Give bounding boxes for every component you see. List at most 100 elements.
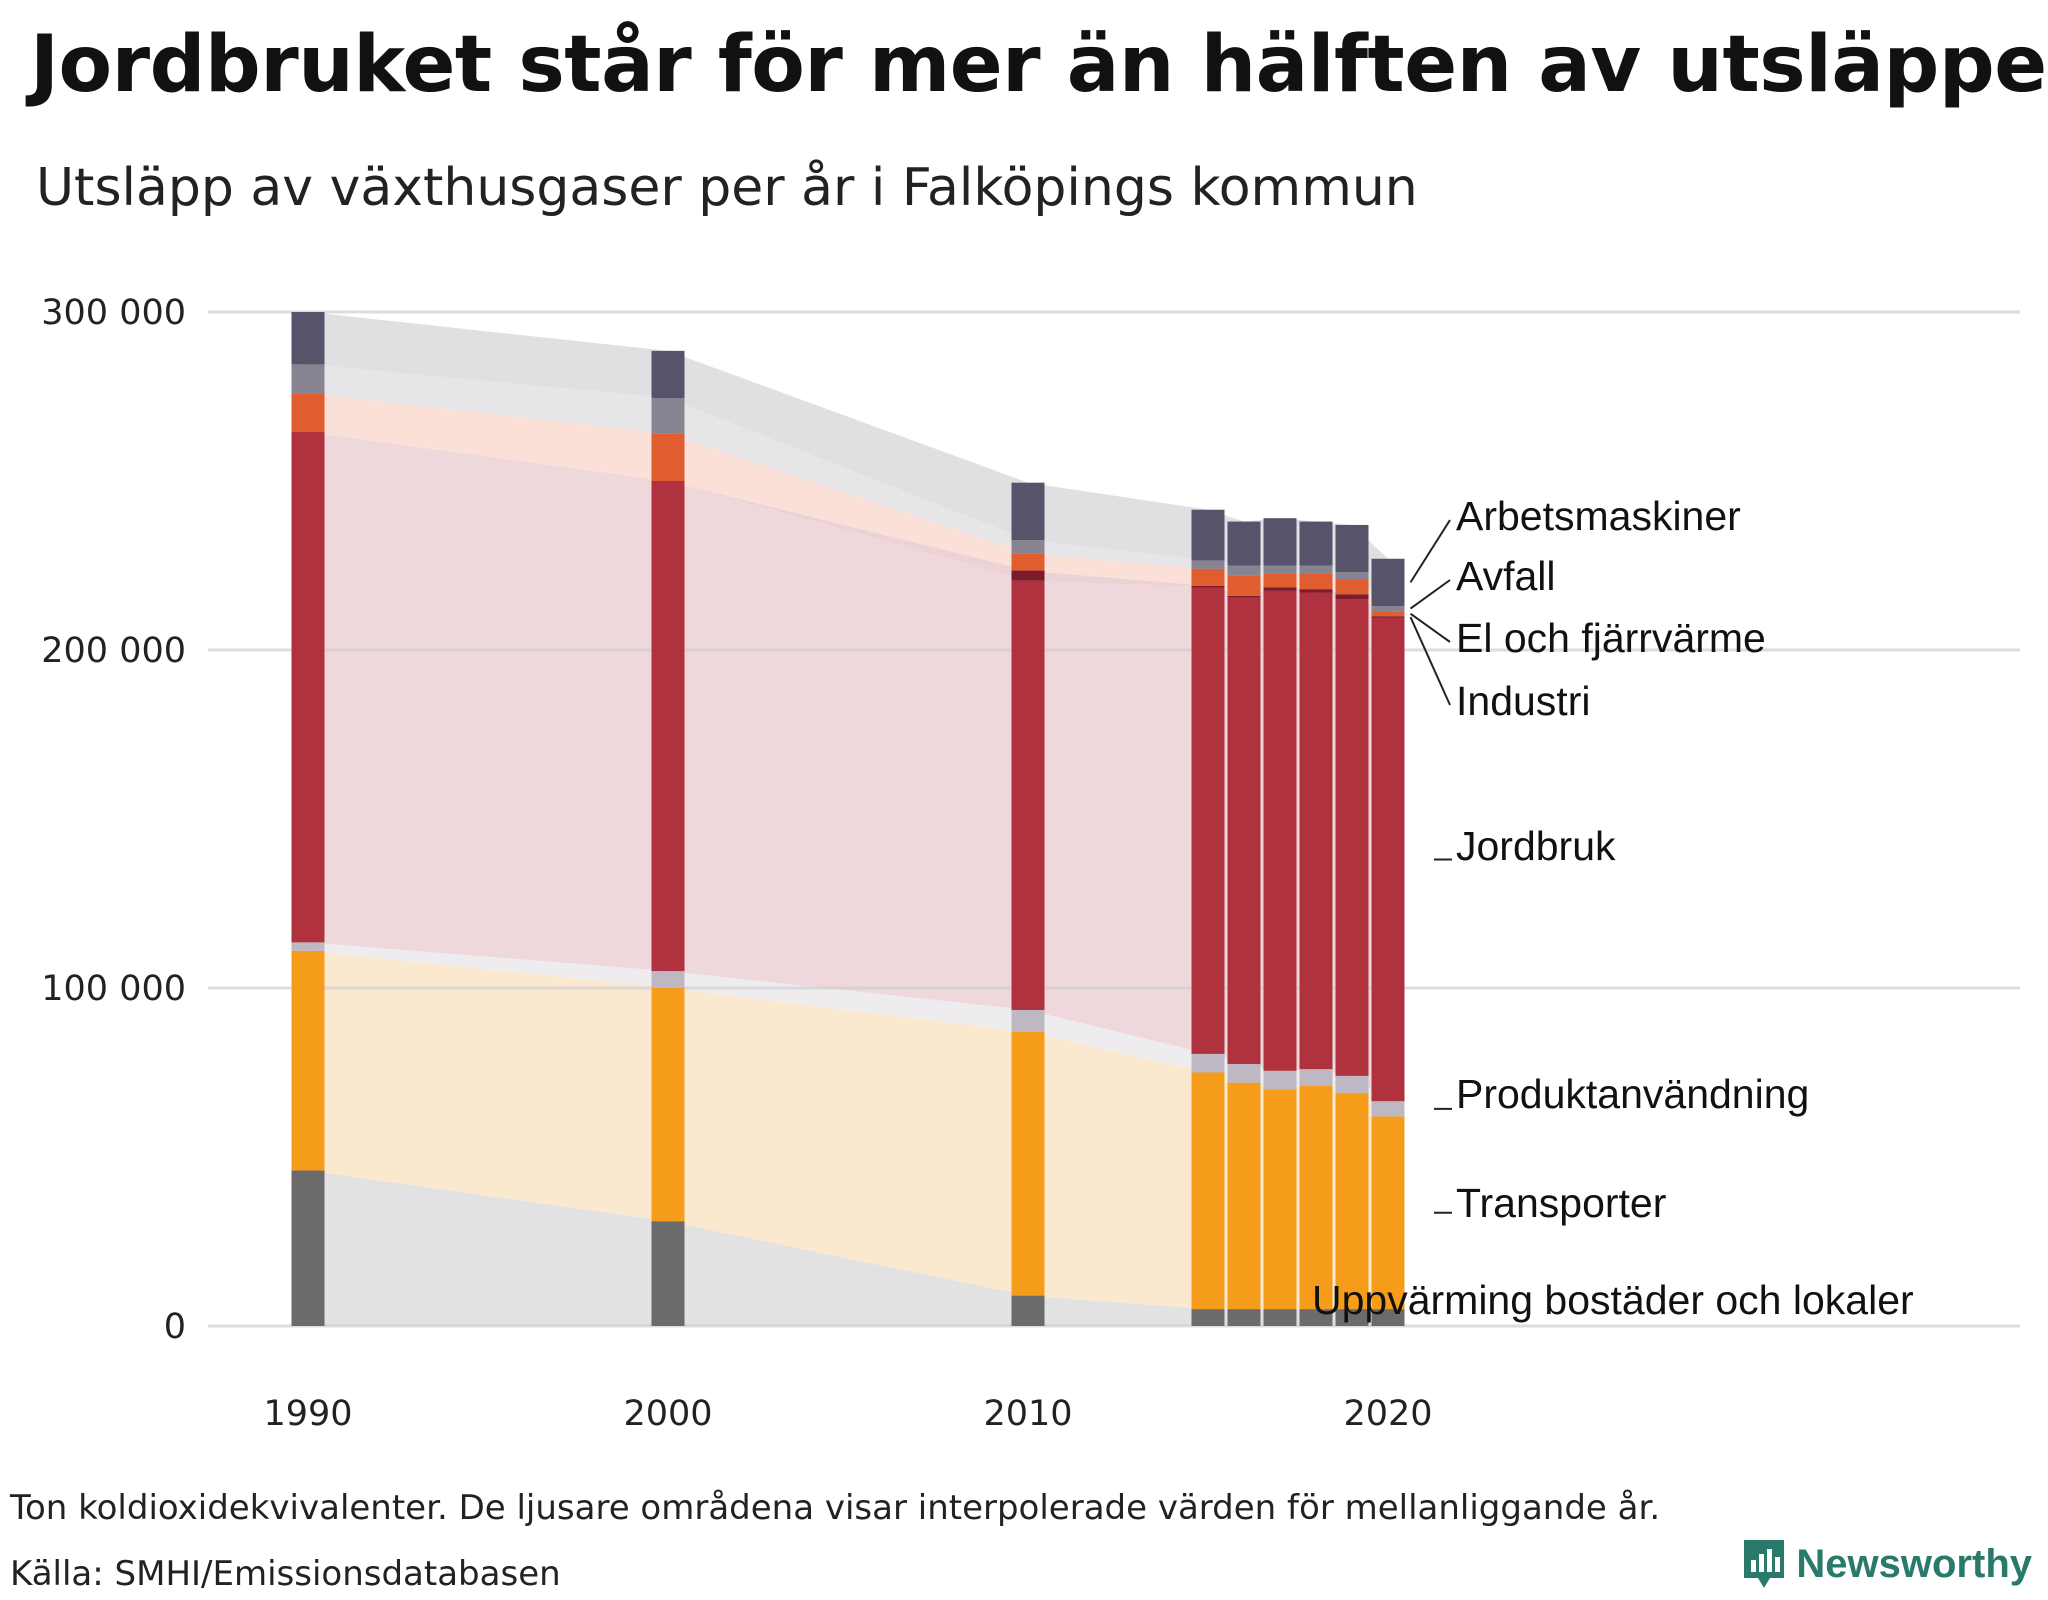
leader-line xyxy=(1409,519,1451,583)
bar-2010-arbetsmaskiner xyxy=(1011,482,1045,541)
chart: 0 100 000 200 000 300 000 1990 2000 2010 2020 Up… xyxy=(41,293,2020,1434)
bar-2015-jordbruk xyxy=(1191,587,1225,1054)
bar-2017-transporter xyxy=(1263,1089,1297,1310)
bar-2019-produktanv-ndning xyxy=(1335,1075,1369,1093)
bar-2015-industri xyxy=(1191,585,1225,588)
bar-2018-industri xyxy=(1299,589,1333,593)
y-tick-label: 300 000 xyxy=(41,293,186,333)
bar-2000-transporter xyxy=(651,988,685,1222)
bar-2017-industri xyxy=(1263,587,1297,591)
bar-2010-el-och-fj-rrv-rme xyxy=(1011,553,1045,571)
bar-2019-uppv-rming-bost-der-och-lokaler xyxy=(1335,1309,1369,1326)
leader-line xyxy=(1409,616,1451,706)
leader-line xyxy=(1409,612,1451,643)
series-label: Transporter xyxy=(1456,1180,1666,1226)
bar-2016-transporter xyxy=(1227,1082,1261,1310)
bar-2016-uppv-rming-bost-der-och-lokaler xyxy=(1227,1309,1261,1326)
bar-2020-produktanv-ndning xyxy=(1371,1101,1405,1117)
bar-2019-avfall xyxy=(1335,572,1369,580)
band-uppv-rming-bost-der-och-lokaler xyxy=(308,1170,1388,1326)
band-jordbruk xyxy=(308,431,1388,1102)
bar-2016-arbetsmaskiner xyxy=(1227,521,1261,566)
bar-2010-jordbruk xyxy=(1011,580,1045,1010)
bar-2015-arbetsmaskiner xyxy=(1191,509,1225,561)
bar-2010-industri xyxy=(1011,570,1045,581)
leader-line xyxy=(1409,579,1451,610)
series-label: Avfall xyxy=(1456,553,1556,599)
bar-2017-produktanv-ndning xyxy=(1263,1070,1297,1090)
bar-2017-avfall xyxy=(1263,565,1297,574)
bar-2018-el-och-fj-rrv-rme xyxy=(1299,573,1333,590)
bar-2016-el-och-fj-rrv-rme xyxy=(1227,575,1261,596)
bar-2010-transporter xyxy=(1011,1031,1045,1296)
bar-2018-avfall xyxy=(1299,565,1333,574)
bar-2000-arbetsmaskiner xyxy=(651,350,685,399)
bar-2016-jordbruk xyxy=(1227,597,1261,1065)
bar-2020-arbetsmaskiner xyxy=(1371,558,1405,607)
series-labels: Uppvärming bostäder och lokaler Transport… xyxy=(1312,493,1914,1323)
bar-2015-transporter xyxy=(1191,1072,1225,1310)
x-tick-label: 2000 xyxy=(623,1394,712,1434)
series-label: Arbetsmaskiner xyxy=(1456,493,1741,539)
bar-2020-industri xyxy=(1371,616,1405,618)
bar-2019-jordbruk xyxy=(1335,599,1369,1076)
series-label: Uppvärming bostäder och lokaler xyxy=(1312,1277,1914,1323)
bar-1990-el-och-fj-rrv-rme xyxy=(291,393,325,432)
source-note: Källa: SMHI/Emissionsdatabasen xyxy=(10,1554,561,1594)
bar-2017-el-och-fj-rrv-rme xyxy=(1263,573,1297,588)
bar-2016-produktanv-ndning xyxy=(1227,1064,1261,1083)
brand-name: Newsworthy xyxy=(1796,1541,2032,1586)
bar-2010-uppv-rming-bost-der-och-lokaler xyxy=(1011,1295,1045,1326)
bar-2016-avfall xyxy=(1227,565,1261,576)
band-el-och-fj-rrv-rme xyxy=(308,393,1388,617)
bar-2000-jordbruk xyxy=(651,481,685,972)
bar-2019-el-och-fj-rrv-rme xyxy=(1335,579,1369,595)
bar-2018-jordbruk xyxy=(1299,592,1333,1070)
bar-2020-transporter xyxy=(1371,1116,1405,1310)
bar-2019-transporter xyxy=(1335,1092,1369,1310)
bar-2020-avfall xyxy=(1371,606,1405,612)
bar-1990-jordbruk xyxy=(291,431,325,943)
bar-2015-avfall xyxy=(1191,560,1225,569)
chart-subtitle: Utsläpp av växthusgaser per år i Falköpi… xyxy=(36,158,1418,218)
bar-2015-el-och-fj-rrv-rme xyxy=(1191,568,1225,586)
bars xyxy=(291,312,1405,1326)
bar-2010-produktanv-ndning xyxy=(1011,1009,1045,1032)
bar-2018-transporter xyxy=(1299,1086,1333,1310)
bar-2015-uppv-rming-bost-der-och-lokaler xyxy=(1191,1309,1225,1326)
band-transporter xyxy=(308,950,1388,1310)
bar-2018-uppv-rming-bost-der-och-lokaler xyxy=(1299,1309,1333,1326)
bar-2000-produktanv-ndning xyxy=(651,971,685,988)
series-label: Industri xyxy=(1456,678,1590,724)
bar-2018-arbetsmaskiner xyxy=(1299,521,1333,566)
bar-1990-arbetsmaskiner xyxy=(291,312,325,365)
bar-2020-uppv-rming-bost-der-och-lokaler xyxy=(1371,1309,1405,1326)
bar-2020-jordbruk xyxy=(1371,617,1405,1102)
bar-2016-industri xyxy=(1227,595,1261,598)
y-gridlines: 0 100 000 200 000 300 000 xyxy=(41,293,2020,1347)
bar-2017-jordbruk xyxy=(1263,590,1297,1071)
chart-title: Jordbruket står för mer än hälften av ut… xyxy=(30,20,2048,110)
newsworthy-logo-icon xyxy=(1744,1540,1785,1588)
bar-1990-uppv-rming-bost-der-och-lokaler xyxy=(291,1170,325,1326)
footnote: Ton koldioxidekvivalenter. De ljusare om… xyxy=(10,1488,1661,1528)
y-tick-label: 0 xyxy=(164,1307,186,1347)
bar-2010-avfall xyxy=(1011,540,1045,554)
x-tick-label: 1990 xyxy=(263,1394,352,1434)
x-axis-labels: 1990 2000 2010 2020 xyxy=(263,1394,1432,1434)
bar-2020-el-och-fj-rrv-rme xyxy=(1371,611,1405,617)
bar-1990-avfall xyxy=(291,364,325,394)
bar-1990-produktanv-ndning xyxy=(291,942,325,951)
band-produktanv-ndning xyxy=(308,942,1388,1117)
x-tick-label: 2010 xyxy=(983,1394,1072,1434)
bar-2000-el-och-fj-rrv-rme xyxy=(651,433,685,481)
bar-2015-produktanv-ndning xyxy=(1191,1053,1225,1073)
series-label: El och fjärrvärme xyxy=(1456,615,1766,661)
bar-1990-transporter xyxy=(291,950,325,1171)
series-label: Jordbruk xyxy=(1456,823,1616,869)
bar-2019-arbetsmaskiner xyxy=(1335,524,1369,573)
bar-2000-uppv-rming-bost-der-och-lokaler xyxy=(651,1221,685,1326)
y-tick-label: 200 000 xyxy=(41,631,186,671)
bar-2017-arbetsmaskiner xyxy=(1263,518,1297,566)
bar-2018-produktanv-ndning xyxy=(1299,1069,1333,1087)
